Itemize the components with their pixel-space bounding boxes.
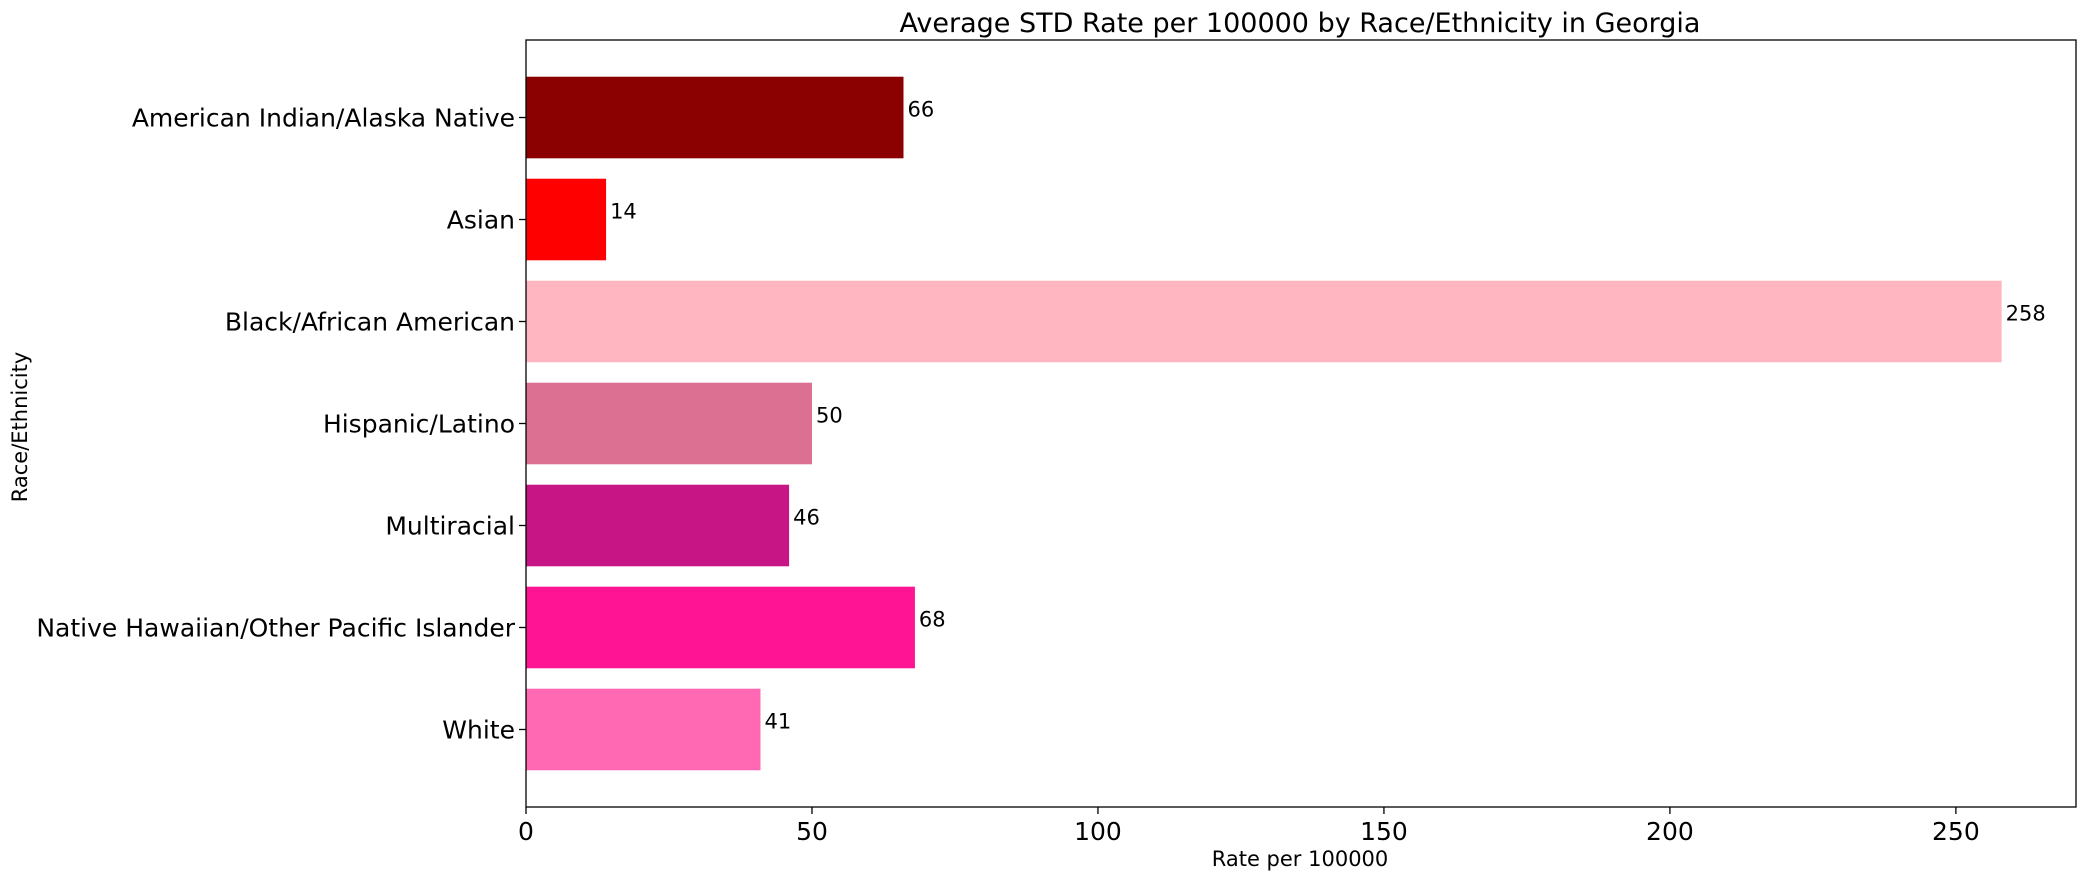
bar-value-label: 50 bbox=[816, 404, 843, 428]
bar bbox=[526, 280, 2002, 363]
category-label: Multiracial bbox=[385, 511, 515, 540]
chart-title: Average STD Rate per 100000 by Race/Ethn… bbox=[900, 8, 1701, 39]
bar-value-label: 14 bbox=[610, 200, 637, 224]
bar bbox=[526, 382, 812, 465]
x-tick-label: 100 bbox=[1074, 817, 1122, 846]
bars-layer bbox=[526, 76, 2002, 771]
category-label: Black/African American bbox=[225, 308, 515, 337]
category-label: White bbox=[442, 715, 515, 744]
x-tick-label: 150 bbox=[1360, 817, 1408, 846]
x-tick-label: 50 bbox=[796, 817, 828, 846]
category-label: Asian bbox=[447, 206, 515, 235]
category-label: Hispanic/Latino bbox=[323, 410, 515, 439]
bar bbox=[526, 586, 915, 669]
bar-value-label: 41 bbox=[765, 709, 792, 733]
x-axis-label: Rate per 100000 bbox=[1212, 847, 1389, 871]
category-labels-layer: American Indian/Alaska Native Asian Black/… bbox=[36, 104, 526, 744]
bar bbox=[526, 76, 904, 159]
bar-value-label: 258 bbox=[2006, 302, 2046, 326]
bar bbox=[526, 484, 790, 567]
bar-value-label: 66 bbox=[907, 98, 934, 122]
category-label: American Indian/Alaska Native bbox=[132, 104, 515, 133]
x-tick-label: 200 bbox=[1646, 817, 1694, 846]
x-tick-label: 250 bbox=[1932, 817, 1980, 846]
bar-value-label: 68 bbox=[919, 607, 946, 631]
bar-value-label: 46 bbox=[793, 505, 820, 529]
x-ticks-layer: 0 50 100 150 200 250 bbox=[518, 807, 1980, 846]
bar bbox=[526, 178, 607, 261]
y-axis-label: Race/Ethnicity bbox=[8, 352, 32, 503]
category-label: Native Hawaiian/Other Pacific Islander bbox=[36, 613, 515, 642]
plot-frame bbox=[525, 39, 2077, 808]
x-tick-label: 0 bbox=[518, 817, 534, 846]
bar bbox=[526, 688, 761, 771]
value-labels-layer: 66 14 258 50 46 68 41 bbox=[610, 98, 2046, 734]
